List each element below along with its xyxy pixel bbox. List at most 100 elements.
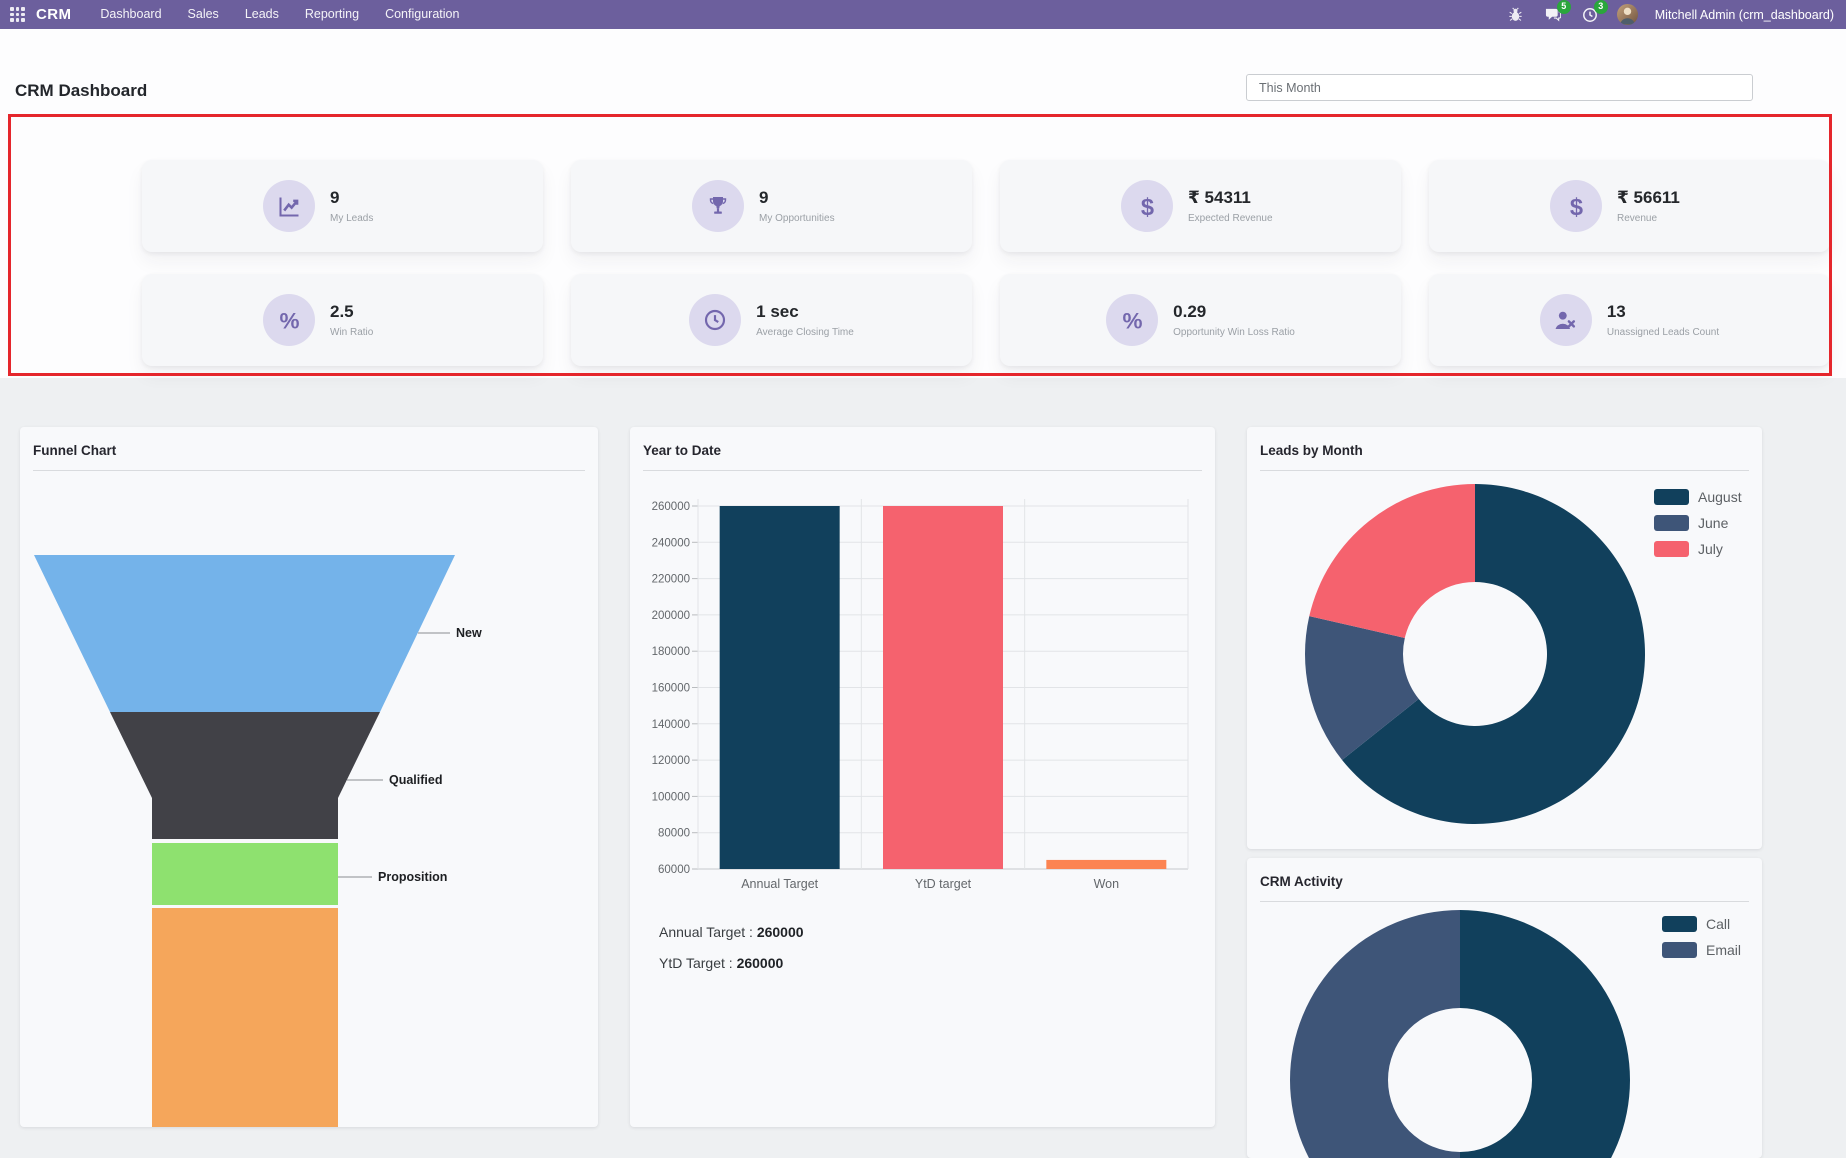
svg-text:240000: 240000 xyxy=(652,537,690,549)
divider xyxy=(1260,470,1749,471)
kpi-card-revenue[interactable]: $ ₹ 56611 Revenue xyxy=(1429,160,1830,252)
kpi-row: % 2.5 Win Ratio 1 sec Average Closing Time% 0… xyxy=(142,274,1830,366)
crm-activity-title: CRM Activity xyxy=(1260,874,1343,889)
kpi-label: Opportunity Win Loss Ratio xyxy=(1173,327,1295,338)
svg-text:Won: Won xyxy=(1094,877,1120,891)
divider xyxy=(33,470,585,471)
year-to-date-summary: Annual Target : 260000 YtD Target : 26000… xyxy=(659,917,804,979)
activities-clock-icon[interactable]: 3 xyxy=(1580,0,1608,24)
legend-swatch xyxy=(1662,942,1697,958)
svg-text:60000: 60000 xyxy=(658,864,690,876)
line-chart-icon xyxy=(263,180,315,232)
svg-text:200000: 200000 xyxy=(652,610,690,622)
nav-item-sales[interactable]: Sales xyxy=(187,7,219,21)
year-to-date-bar-chart: 60000 80000 100000 120000 140000 160000 180000… xyxy=(630,427,1215,1127)
svg-text:$: $ xyxy=(1140,194,1153,219)
user-x-icon xyxy=(1539,294,1592,346)
apps-grid-icon[interactable] xyxy=(10,7,25,22)
legend-item-june[interactable]: June xyxy=(1654,515,1742,531)
activities-badge: 3 xyxy=(1593,0,1608,14)
svg-text:Qualified: Qualified xyxy=(389,773,442,787)
kpi-card-unassigned-leads-count[interactable]: 13 Unassigned Leads Count xyxy=(1429,274,1830,366)
messages-badge: 5 xyxy=(1556,0,1571,14)
kpi-text: ₹ 56611 Revenue xyxy=(1617,188,1709,224)
dollar-icon: $ xyxy=(1121,180,1173,232)
kpi-card-my-opportunities[interactable]: 9 My Opportunities xyxy=(571,160,972,252)
leads-by-month-card: Leads by Month August June July xyxy=(1247,427,1762,849)
legend-label: Call xyxy=(1706,916,1731,932)
kpi-value: 1 sec xyxy=(756,302,799,321)
legend-swatch xyxy=(1654,489,1689,505)
kpi-text: 9 My Opportunities xyxy=(759,188,851,224)
kpi-label: Average Closing Time xyxy=(756,327,854,338)
user-avatar[interactable] xyxy=(1616,4,1638,25)
divider xyxy=(643,470,1202,471)
kpi-value: ₹ 54311 xyxy=(1188,188,1251,207)
divider xyxy=(1260,901,1749,902)
nav-item-reporting[interactable]: Reporting xyxy=(304,7,360,21)
svg-text:120000: 120000 xyxy=(652,755,690,767)
legend-label: Email xyxy=(1706,942,1742,958)
nav-item-leads[interactable]: Leads xyxy=(244,7,279,21)
user-menu[interactable]: Mitchell Admin (crm_dashboard) xyxy=(1654,7,1834,22)
funnel-chart: New Qualified Proposition xyxy=(20,427,598,1127)
kpi-row: 9 My Leads 9 My Opportunities $ ₹ 54311 Expect… xyxy=(142,160,1830,252)
svg-text:%: % xyxy=(1122,308,1142,333)
kpi-text: 13 Unassigned Leads Count xyxy=(1607,302,1719,338)
crm-activity-legend: Call Email xyxy=(1662,916,1741,968)
kpi-card-average-closing-time[interactable]: 1 sec Average Closing Time xyxy=(571,274,972,366)
kpi-card-my-leads[interactable]: 9 My Leads xyxy=(142,160,543,252)
kpi-value: 9 xyxy=(330,188,340,207)
main-menu: Dashboard Sales Leads Reporting Configuratio… xyxy=(87,0,472,29)
kpi-grid: 9 My Leads 9 My Opportunities $ ₹ 54311 Expect… xyxy=(142,160,1830,388)
navbar-right: 5 3 Mitchell Admin (crm_dashboard) xyxy=(1506,0,1834,25)
legend-item-call[interactable]: Call xyxy=(1662,916,1741,932)
bug-icon[interactable] xyxy=(1506,6,1526,24)
svg-text:180000: 180000 xyxy=(652,646,690,658)
legend-item-email[interactable]: Email xyxy=(1662,942,1741,958)
kpi-label: Expected Revenue xyxy=(1188,213,1273,224)
svg-text:220000: 220000 xyxy=(652,574,690,586)
nav-item-dashboard[interactable]: Dashboard xyxy=(100,7,162,21)
kpi-value: 9 xyxy=(759,188,769,207)
legend-swatch xyxy=(1662,916,1697,932)
crm-activity-donut xyxy=(1247,858,1762,1158)
kpi-card-expected-revenue[interactable]: $ ₹ 54311 Expected Revenue xyxy=(1000,160,1401,252)
leads-by-month-legend: August June July xyxy=(1654,489,1742,567)
kpi-value: 2.5 xyxy=(330,302,354,321)
legend-label: June xyxy=(1698,515,1729,531)
kpi-value: 0.29 xyxy=(1173,302,1207,321)
kpi-label: Win Ratio xyxy=(330,327,374,338)
svg-text:Proposition: Proposition xyxy=(378,870,447,884)
clock-icon xyxy=(689,294,742,346)
messages-icon[interactable]: 5 xyxy=(1543,0,1571,24)
kpi-card-opportunity-win-loss-ratio[interactable]: % 0.29 Opportunity Win Loss Ratio xyxy=(1000,274,1401,366)
kpi-label: Revenue xyxy=(1617,213,1658,224)
leads-by-month-title: Leads by Month xyxy=(1260,443,1363,458)
navbar: CRM Dashboard Sales Leads Reporting Configur… xyxy=(0,0,1846,29)
legend-label: August xyxy=(1698,489,1742,505)
period-filter-select[interactable]: This Month xyxy=(1246,74,1753,101)
legend-item-august[interactable]: August xyxy=(1654,489,1742,505)
app-brand[interactable]: CRM xyxy=(36,6,72,23)
svg-text:100000: 100000 xyxy=(652,791,690,803)
legend-item-july[interactable]: July xyxy=(1654,541,1742,557)
kpi-value: 13 xyxy=(1606,302,1626,321)
svg-text:80000: 80000 xyxy=(658,828,690,840)
kpi-text: ₹ 54311 Expected Revenue xyxy=(1188,188,1280,224)
svg-text:New: New xyxy=(456,626,482,640)
kpi-text: 1 sec Average Closing Time xyxy=(756,302,854,338)
kpi-value: ₹ 56611 xyxy=(1617,188,1680,207)
kpi-card-win-ratio[interactable]: % 2.5 Win Ratio xyxy=(142,274,543,366)
percent-icon: % xyxy=(263,294,315,346)
year-to-date-card: Year to Date 60000 80000 100000 120000 14000… xyxy=(630,427,1215,1127)
percent-icon: % xyxy=(1106,294,1159,346)
nav-item-configuration[interactable]: Configuration xyxy=(385,7,460,21)
kpi-text: 0.29 Opportunity Win Loss Ratio xyxy=(1173,302,1295,338)
svg-text:%: % xyxy=(279,308,299,333)
svg-text:160000: 160000 xyxy=(652,683,690,695)
crm-activity-card: CRM Activity Call Email xyxy=(1247,858,1762,1158)
funnel-chart-title: Funnel Chart xyxy=(33,443,117,458)
kpi-label: My Opportunities xyxy=(759,213,835,224)
